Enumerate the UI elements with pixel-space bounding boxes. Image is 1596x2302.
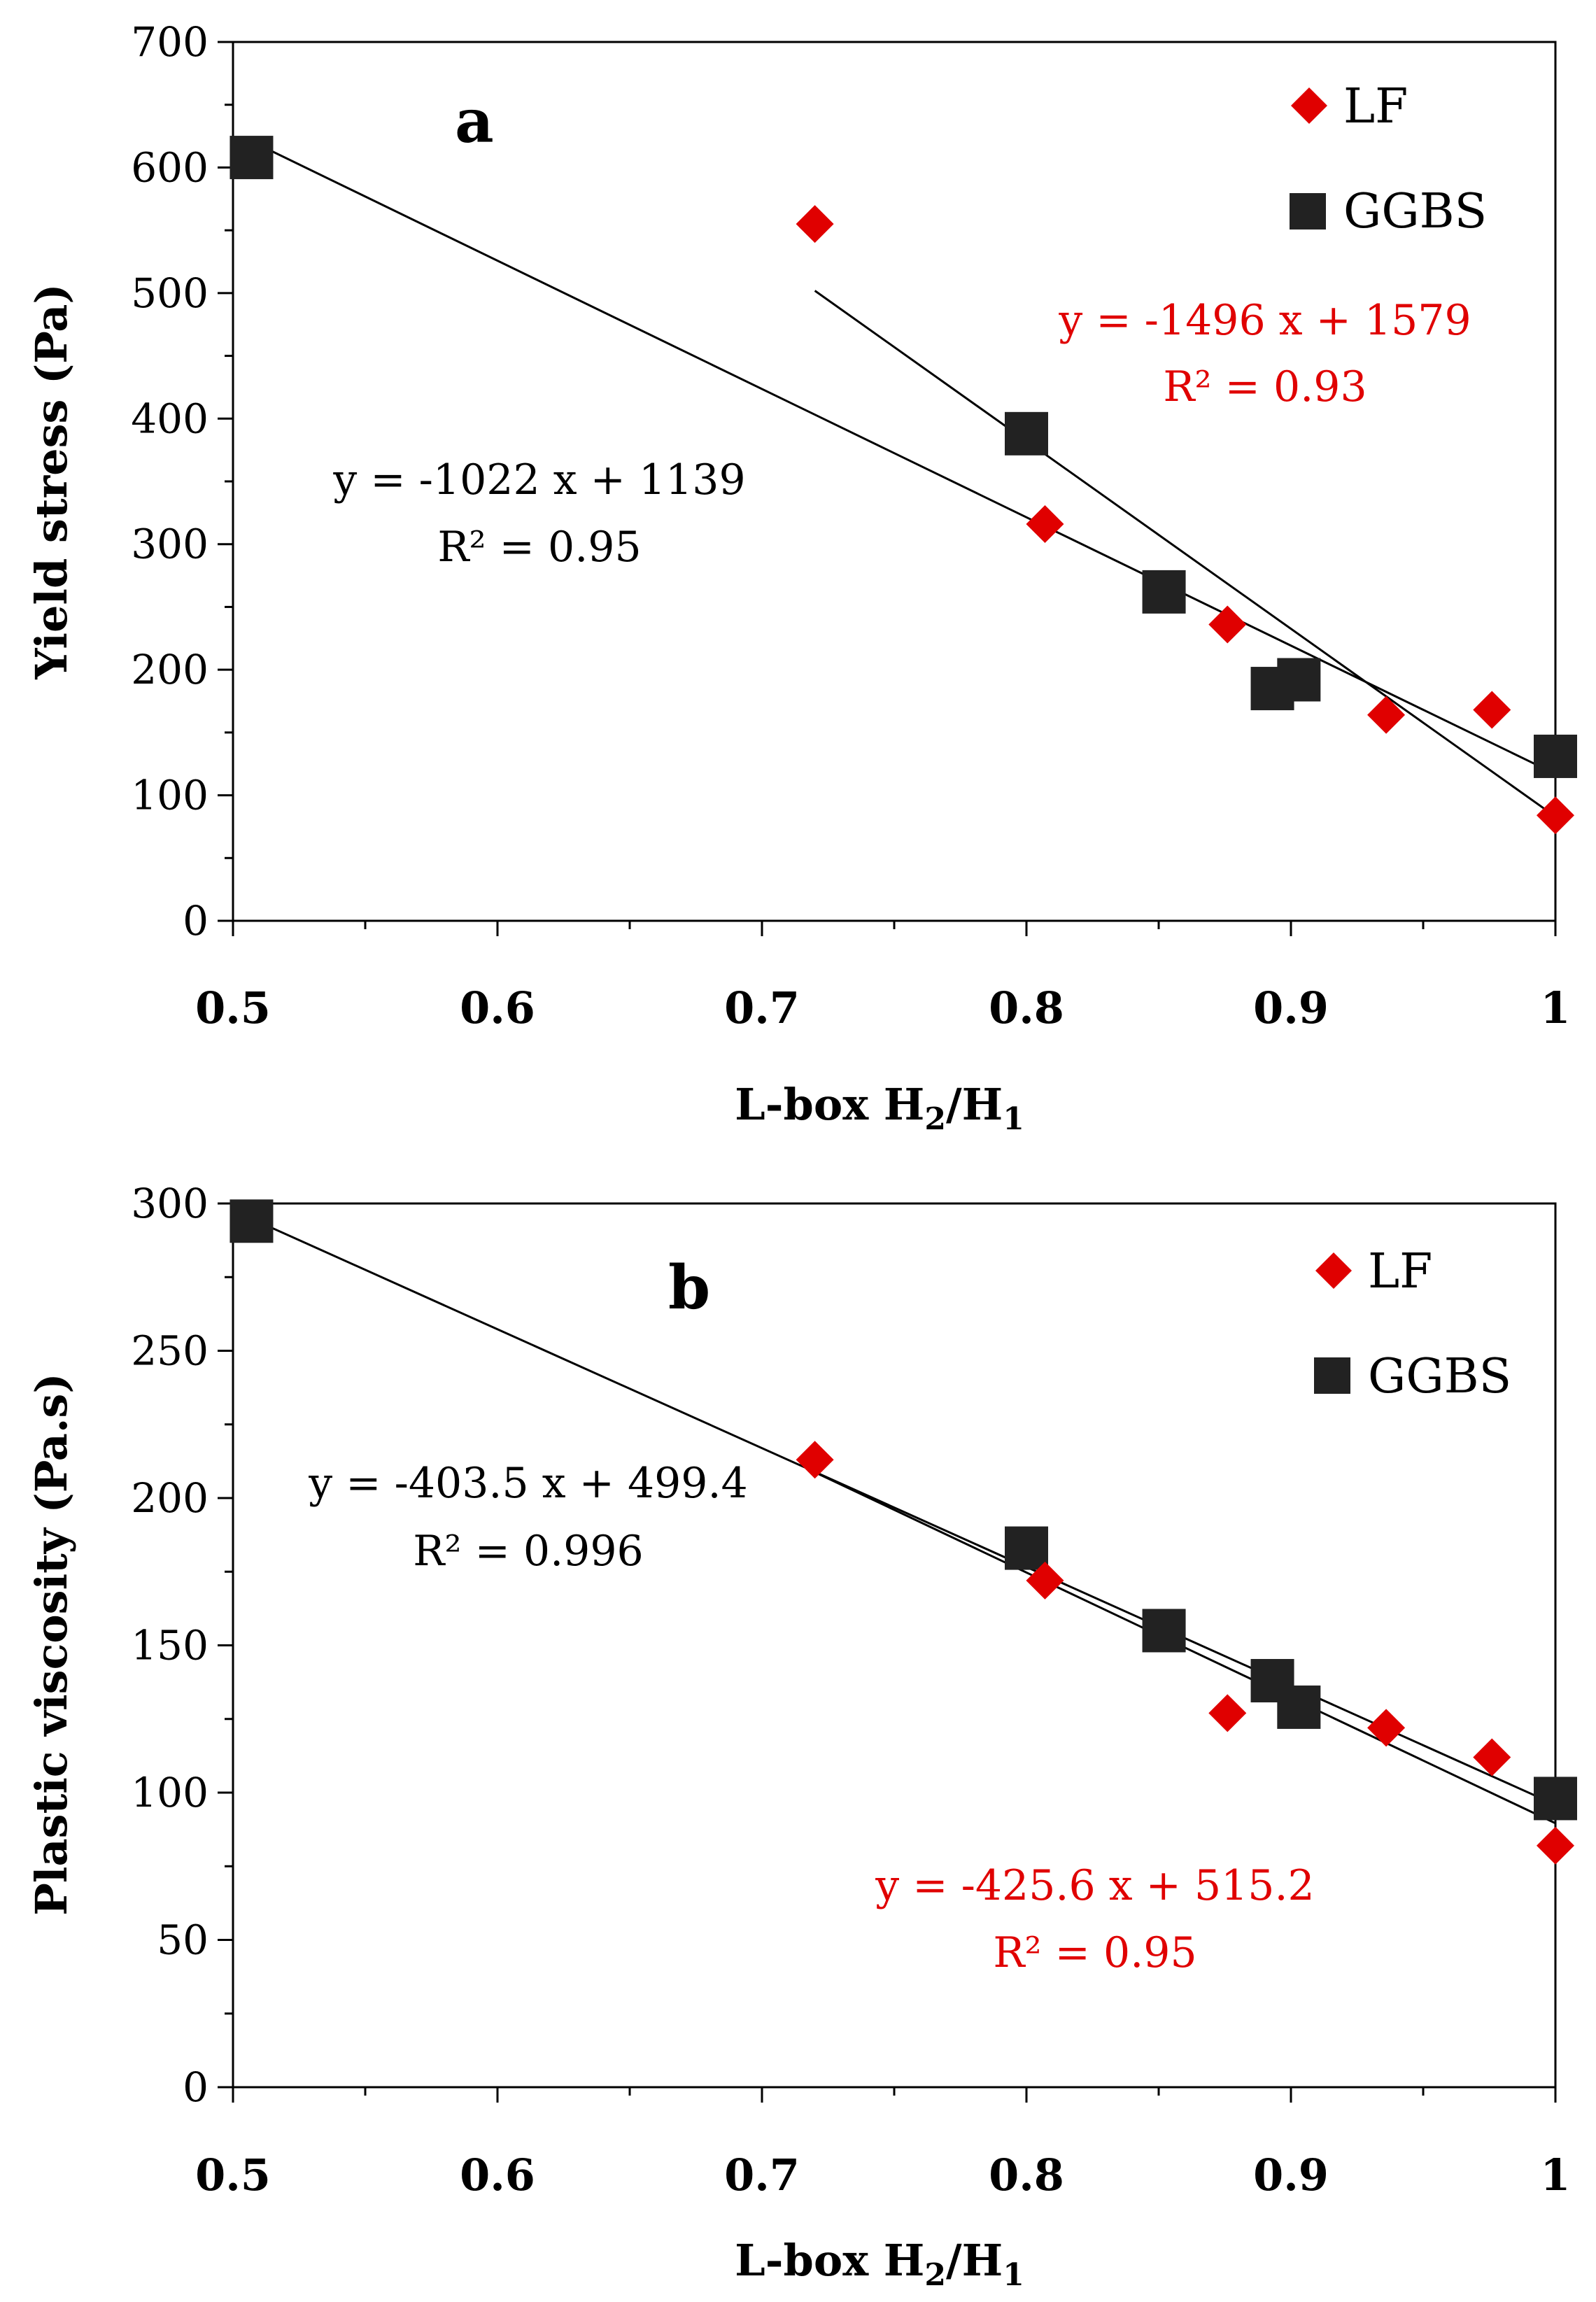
trendlines (250, 1217, 1556, 1825)
data-point-ggbs (1142, 1609, 1186, 1653)
x-tick-label: 0.7 (724, 982, 800, 1033)
panel-a-yield-stress-chart: 0 100 200 300 400 500 600 700 0.5 0.6 0.7 0.8 0.9 1 a… (26, 18, 1577, 1137)
legend: LF GGBS (1314, 1244, 1511, 1404)
trendline-lf (814, 290, 1556, 818)
equation-lf: y = -1496 x + 1579 (1058, 296, 1471, 345)
x-axis-label: L-box H2/H1 (735, 1079, 1024, 1137)
r2-lf: R² = 0.95 (993, 1928, 1196, 1977)
axes-ticks: 0 50 100 150 200 250 300 0.5 0.6 0.7 0.8 0.9 1 (131, 1180, 1570, 2201)
legend-marker-lf-diamond-icon (1291, 87, 1327, 124)
x-tick-label: 0.9 (1253, 2149, 1329, 2201)
panel-letter: a (455, 86, 494, 157)
y-tick-label: 100 (131, 1769, 209, 1816)
panel-b-plastic-viscosity-chart: 0 50 100 150 200 250 300 0.5 0.6 0.7 0.8 0.9 1 b LF … (26, 1180, 1577, 2293)
data-point-ggbs (1534, 734, 1577, 778)
equation-ggbs: y = -403.5 x + 499.4 (308, 1459, 747, 1508)
y-tick-label: 50 (157, 1916, 209, 1964)
data-point-lf (796, 1441, 834, 1479)
data-point-lf (1026, 1561, 1064, 1600)
y-tick-label: 300 (131, 1180, 209, 1227)
data-point-lf (1208, 1694, 1247, 1732)
x-tick-label: 0.5 (195, 982, 271, 1033)
y-tick-label: 200 (131, 646, 209, 693)
data-point-ggbs (1534, 1777, 1577, 1821)
y-tick-label: 400 (131, 395, 209, 442)
data-point-lf (1026, 505, 1064, 544)
data-point-ggbs (229, 136, 274, 180)
data-point-lf (1537, 1826, 1574, 1865)
r2-lf: R² = 0.93 (1163, 362, 1367, 411)
panel-letter: b (668, 1252, 710, 1323)
trendlines (250, 140, 1556, 818)
y-tick-label: 600 (131, 143, 209, 191)
data-point-ggbs (1277, 658, 1321, 702)
y-axis-label: Plastic viscosity (Pa.s) (26, 1373, 77, 1915)
y-axis-label: Yield stress (Pa) (26, 283, 77, 680)
x-tick-label: 1 (1540, 982, 1570, 1033)
data-point-ggbs (1005, 1526, 1048, 1570)
data-point-lf (1473, 691, 1511, 729)
x-tick-label: 0.9 (1253, 982, 1329, 1033)
data-points (229, 136, 1577, 835)
r2-ggbs: R² = 0.95 (437, 523, 641, 572)
data-point-lf (1473, 1738, 1511, 1777)
legend-marker-ggbs-square-icon (1290, 193, 1326, 230)
legend-label-lf: LF (1368, 1244, 1432, 1299)
x-tick-label: 0.5 (195, 2149, 271, 2201)
data-points (229, 1199, 1577, 1865)
r2-ggbs: R² = 0.996 (413, 1527, 643, 1576)
legend-marker-lf-diamond-icon (1315, 1252, 1352, 1289)
x-tick-label: 0.8 (989, 982, 1064, 1033)
x-tick-label: 1 (1540, 2149, 1570, 2201)
legend: LF GGBS (1290, 79, 1487, 239)
y-tick-label: 200 (131, 1474, 209, 1522)
data-point-lf (1367, 695, 1406, 734)
trendline-ggbs (250, 1217, 1556, 1806)
y-tick-label: 250 (131, 1327, 209, 1375)
trendline-ggbs (250, 140, 1556, 775)
legend-label-ggbs: GGBS (1368, 1349, 1511, 1404)
data-point-lf (1537, 796, 1574, 835)
axes-ticks: 0 100 200 300 400 500 600 700 0.5 0.6 0.7 0.8 0.9 1 (131, 18, 1570, 1033)
data-point-ggbs (1142, 570, 1186, 614)
data-point-ggbs (1005, 411, 1048, 456)
y-tick-label: 150 (131, 1622, 209, 1669)
data-point-lf (796, 205, 834, 243)
equation-ggbs: y = -1022 x + 1139 (332, 456, 745, 504)
y-tick-label: 300 (131, 521, 209, 568)
x-tick-label: 0.8 (989, 2149, 1064, 2201)
data-point-lf (1208, 605, 1247, 644)
x-tick-label: 0.6 (460, 2149, 535, 2201)
legend-label-ggbs: GGBS (1343, 184, 1487, 239)
x-tick-label: 0.7 (724, 2149, 800, 2201)
y-tick-label: 0 (183, 2063, 209, 2111)
data-point-ggbs (229, 1199, 274, 1243)
y-tick-label: 0 (183, 897, 209, 945)
legend-label-lf: LF (1343, 79, 1408, 134)
y-tick-label: 700 (131, 18, 209, 66)
data-point-lf (1367, 1709, 1406, 1747)
equation-lf: y = -425.6 x + 515.2 (875, 1861, 1314, 1910)
plot-area (232, 1202, 1557, 2089)
legend-marker-ggbs-square-icon (1314, 1357, 1350, 1394)
x-tick-label: 0.6 (460, 982, 535, 1033)
x-axis-label: L-box H2/H1 (735, 2235, 1024, 2293)
data-point-ggbs (1277, 1685, 1321, 1729)
y-tick-label: 100 (131, 772, 209, 819)
y-tick-label: 500 (131, 269, 209, 317)
